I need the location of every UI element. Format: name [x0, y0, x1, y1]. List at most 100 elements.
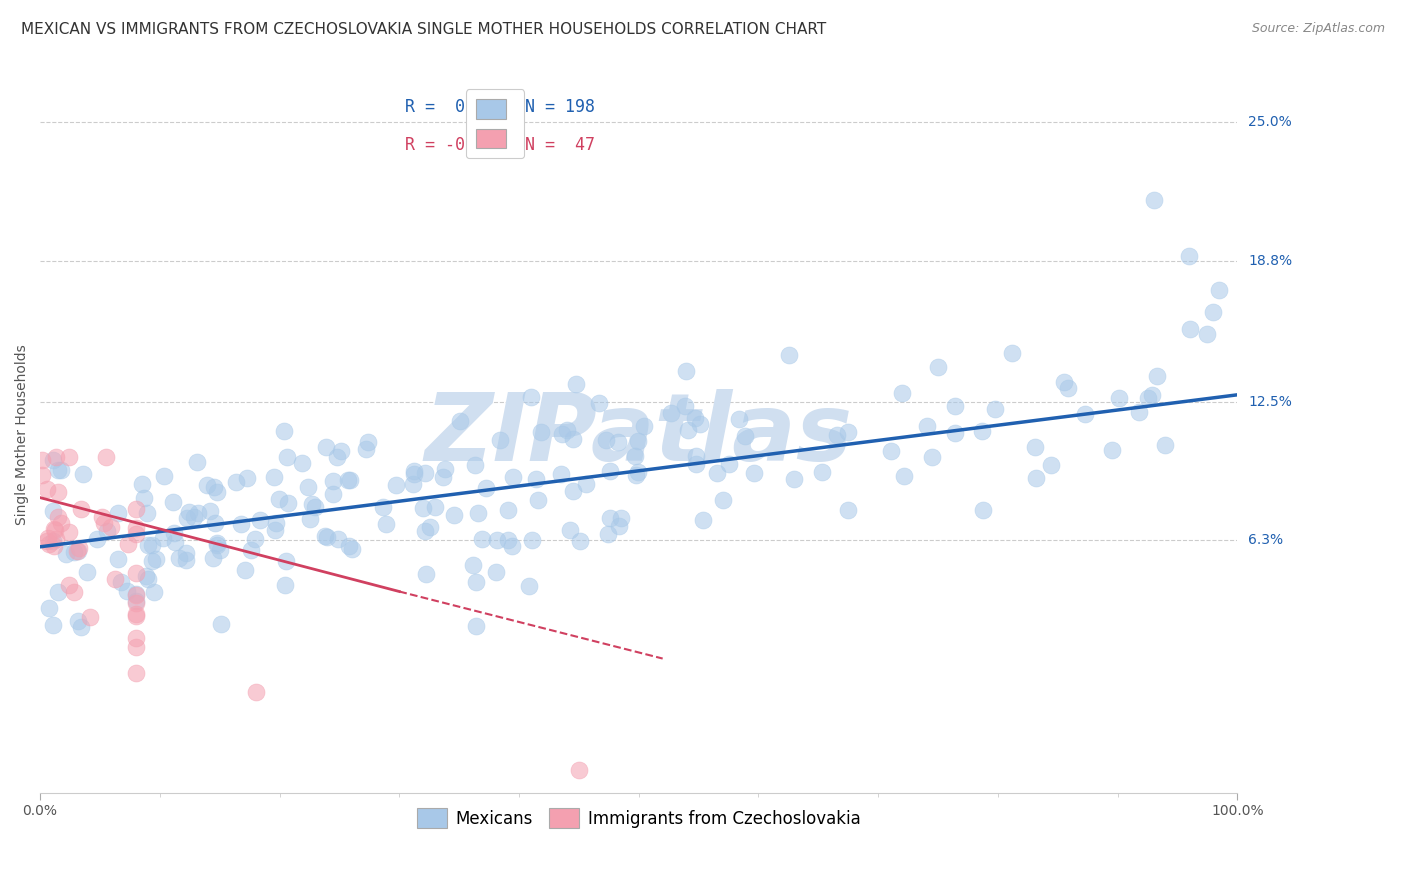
- Point: [1024, 440, 1046, 454]
- Point: [125, 607, 148, 621]
- Point: [328, 532, 350, 546]
- Point: [66, 543, 89, 558]
- Point: [49, 463, 72, 477]
- Point: [67, 541, 90, 555]
- Point: [167, 550, 190, 565]
- Point: [811, 465, 834, 479]
- Point: [434, 462, 457, 476]
- Point: [496, 533, 519, 547]
- Point: [921, 450, 943, 464]
- Point: [683, 410, 706, 425]
- Point: [689, 417, 711, 431]
- Point: [384, 478, 406, 492]
- Point: [207, 539, 229, 553]
- Point: [425, 500, 447, 515]
- Point: [42, 540, 65, 554]
- Point: [555, 423, 578, 437]
- Point: [727, 412, 749, 426]
- Point: [96, 524, 118, 538]
- Point: [356, 435, 378, 450]
- Point: [202, 480, 225, 494]
- Text: MEXICAN VS IMMIGRANTS FROM CZECHOSLOVAKIA SINGLE MOTHER HOUSEHOLDS CORRELATION C: MEXICAN VS IMMIGRANTS FROM CZECHOSLOVAKI…: [21, 22, 827, 37]
- Point: [375, 516, 398, 531]
- Point: [316, 530, 339, 544]
- Point: [1208, 283, 1230, 297]
- Point: [676, 423, 699, 437]
- Point: [339, 473, 361, 487]
- Point: [558, 524, 581, 538]
- Point: [37, 534, 59, 549]
- Point: [574, 477, 596, 491]
- Point: [692, 513, 714, 527]
- Point: [633, 418, 655, 433]
- Point: [675, 364, 697, 378]
- Point: [125, 632, 148, 646]
- Point: [58, 578, 80, 592]
- Point: [42, 522, 65, 536]
- Point: [125, 608, 148, 623]
- Point: [599, 464, 621, 478]
- Point: [568, 533, 591, 548]
- Point: [502, 470, 524, 484]
- Point: [162, 495, 184, 509]
- Point: [245, 533, 267, 547]
- Point: [463, 558, 485, 573]
- Point: [72, 467, 94, 482]
- Point: [322, 486, 344, 500]
- Point: [46, 463, 69, 477]
- Point: [135, 568, 157, 582]
- Point: [301, 497, 323, 511]
- Text: 6.3%: 6.3%: [1249, 533, 1284, 547]
- Point: [354, 442, 377, 456]
- Point: [1128, 405, 1150, 419]
- Legend: Mexicans, Immigrants from Czechoslovakia: Mexicans, Immigrants from Czechoslovakia: [411, 802, 868, 834]
- Point: [107, 552, 129, 566]
- Point: [783, 472, 806, 486]
- Point: [110, 575, 132, 590]
- Point: [263, 470, 285, 484]
- Point: [66, 544, 89, 558]
- Point: [314, 529, 336, 543]
- Point: [46, 485, 69, 500]
- Point: [136, 572, 159, 586]
- Point: [174, 553, 197, 567]
- Point: [551, 426, 574, 441]
- Point: [205, 535, 228, 549]
- Point: [524, 472, 547, 486]
- Point: [86, 532, 108, 546]
- Point: [517, 579, 540, 593]
- Point: [717, 458, 740, 472]
- Point: [1142, 194, 1164, 208]
- Point: [125, 665, 148, 680]
- Text: 18.8%: 18.8%: [1249, 253, 1292, 268]
- Point: [42, 453, 65, 467]
- Point: [197, 478, 219, 492]
- Point: [141, 554, 163, 568]
- Point: [943, 399, 966, 413]
- Point: [183, 510, 205, 524]
- Point: [893, 469, 915, 483]
- Point: [96, 450, 118, 465]
- Point: [58, 450, 80, 465]
- Point: [125, 595, 148, 609]
- Point: [1178, 322, 1201, 336]
- Point: [229, 516, 252, 531]
- Point: [915, 418, 938, 433]
- Point: [520, 533, 543, 547]
- Point: [371, 500, 394, 515]
- Text: Source: ZipAtlas.com: Source: ZipAtlas.com: [1251, 22, 1385, 36]
- Point: [63, 584, 86, 599]
- Point: [342, 541, 364, 556]
- Point: [623, 449, 645, 463]
- Point: [330, 443, 353, 458]
- Point: [176, 511, 198, 525]
- Point: [1108, 391, 1130, 405]
- Point: [1000, 346, 1022, 360]
- Point: [136, 538, 159, 552]
- Point: [984, 401, 1007, 416]
- Point: [41, 504, 63, 518]
- Point: [471, 532, 494, 546]
- Point: [972, 424, 994, 438]
- Point: [45, 450, 67, 465]
- Point: [1101, 442, 1123, 457]
